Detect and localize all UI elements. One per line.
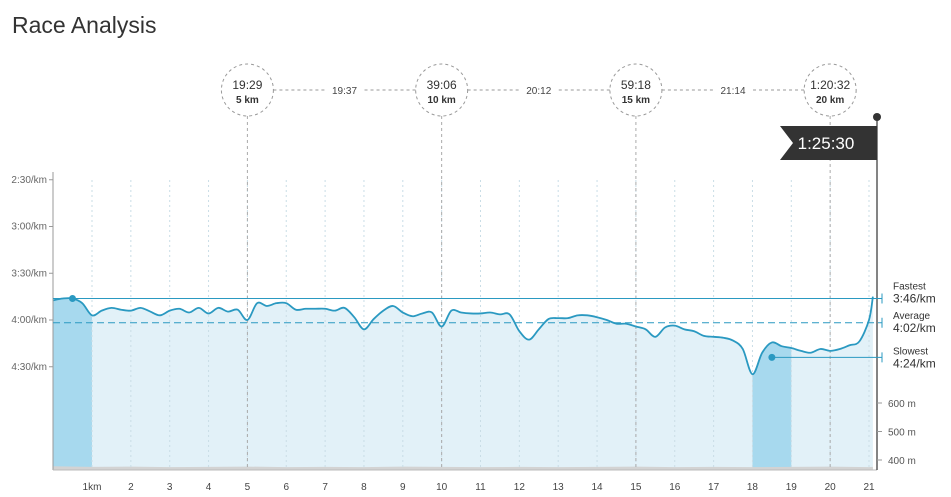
chart-areas — [53, 296, 873, 470]
split-time: 59:18 — [621, 78, 651, 92]
finish-marker: 1:25:30 — [780, 113, 881, 160]
slowest-value: 4:24/km — [893, 356, 936, 370]
km-tick-label: 19 — [786, 482, 798, 493]
km-tick-label: 10 — [436, 482, 448, 493]
pace-area — [53, 296, 873, 470]
chart-axes: 2:30/km 3:00/km 3:30/km 4:00/km 4:30/km 1km 2 3… — [11, 117, 916, 493]
split-time: 19:29 — [232, 78, 262, 92]
km-tick-label: 3 — [167, 482, 173, 493]
km-tick-label: 17 — [708, 482, 720, 493]
km-tick-label: 4 — [206, 482, 212, 493]
fastest-value: 3:46/km — [893, 291, 936, 305]
km-tick-label: 12 — [514, 482, 526, 493]
slowest-label: Slowest — [893, 346, 928, 357]
highlight-band-fastest — [53, 296, 92, 470]
pace-tick-label: 4:00/km — [11, 315, 47, 326]
chart-grid — [91, 180, 870, 470]
split-circle — [803, 63, 857, 117]
average-value: 4:02/km — [893, 321, 936, 335]
segment-time: 20:12 — [526, 86, 551, 97]
segment-time: 19:37 — [332, 86, 357, 97]
chart-lines — [52, 296, 874, 376]
elevation-area — [53, 466, 873, 470]
pace-tick-label: 3:30/km — [11, 268, 47, 279]
km-tick-label: 21 — [863, 482, 875, 493]
km-tick-label: 7 — [322, 482, 328, 493]
km-tick-label: 9 — [400, 482, 406, 493]
fastest-dot — [69, 294, 76, 302]
km-tick-label: 6 — [283, 482, 289, 493]
highlight-band-slowest — [752, 296, 792, 470]
split-distance: 20 km — [816, 95, 844, 106]
average-label: Average — [893, 311, 931, 322]
pace-line — [52, 296, 874, 376]
slowest-dot — [768, 353, 776, 361]
km-tick-label: 13 — [553, 482, 565, 493]
split-distance: 10 km — [427, 95, 455, 106]
km-tick-label: 14 — [591, 482, 603, 493]
finish-time: 1:25:30 — [798, 134, 855, 153]
km-tick-label: 8 — [361, 482, 367, 493]
km-tick-label: 18 — [747, 482, 759, 493]
pace-tick-label: 2:30/km — [11, 175, 47, 186]
split-time: 39:06 — [427, 78, 457, 92]
km-tick-label: 2 — [128, 482, 134, 493]
km-tick-label: 11 — [475, 482, 486, 493]
segment-time: 21:14 — [721, 86, 746, 97]
split-time: 1:20:32 — [810, 78, 850, 92]
km-tick-label: 15 — [630, 482, 642, 493]
elevation-tick-label: 400 m — [888, 456, 916, 467]
finish-flag — [780, 126, 877, 160]
pace-tick-label: 4:30/km — [11, 362, 47, 373]
fastest-label: Fastest — [893, 281, 926, 292]
split-distance: 5 km — [236, 95, 259, 106]
elevation-tick-label: 500 m — [888, 428, 916, 439]
split-distance: 15 km — [622, 95, 650, 106]
km-tick-label: 20 — [825, 482, 837, 493]
km-tick-label: 16 — [669, 482, 681, 493]
page-title: Race Analysis — [12, 12, 157, 38]
finish-dot — [873, 113, 881, 121]
pace-tick-label: 3:00/km — [11, 222, 47, 233]
km-tick-label: 5 — [245, 482, 251, 493]
km-tick-label: 1km — [83, 482, 102, 493]
split-markers: 19:29 5 km 39:06 10 km 59:18 15 km 1:20:32 20 k… — [220, 63, 857, 470]
elevation-tick-label: 600 m — [888, 399, 916, 410]
